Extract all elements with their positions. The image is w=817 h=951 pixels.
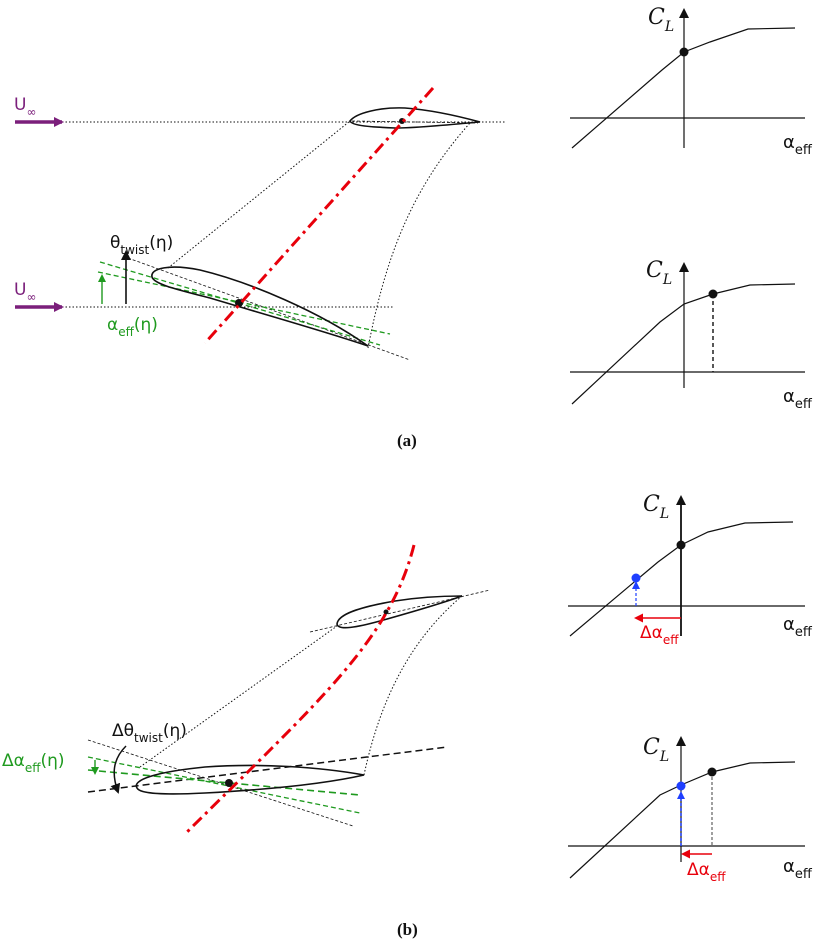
- cl-sub: L: [659, 506, 669, 522]
- reference-axis-line: [203, 87, 435, 344]
- panel-a-wing: U∞ U∞ θtwist(η) αeff(η): [14, 87, 505, 361]
- svg-text:θtwist(η): θtwist(η): [110, 233, 173, 257]
- lift-curve-icon: [571, 283, 796, 405]
- panel-b-wing: Δθtwist(η) Δαeff(η): [2, 544, 491, 834]
- delta-theta-sub: twist: [134, 731, 163, 745]
- theta-twist-arg: (η): [149, 233, 173, 253]
- delta-alpha-symbol: Δα: [2, 751, 25, 771]
- svg-text:αeff: αeff: [783, 386, 813, 412]
- svg-text:Δαeff: Δαeff: [687, 860, 726, 884]
- theta-twist-sub: twist: [120, 243, 149, 257]
- operating-point: [707, 767, 717, 777]
- cl-sub: L: [659, 749, 669, 765]
- axis-symbol: α: [783, 614, 795, 635]
- axis-sub: eff: [795, 143, 813, 158]
- svg-text:αeff: αeff: [783, 614, 813, 640]
- cl-sub: L: [664, 19, 674, 35]
- lift-curve-icon: [569, 761, 796, 879]
- axis-symbol: α: [783, 386, 795, 407]
- svg-text:αeff(η): αeff(η): [107, 315, 158, 339]
- lift-curve-a-tip: CL αeff: [570, 5, 813, 158]
- trailing-edge-line: [363, 595, 463, 776]
- u-inf-sub-tip: ∞: [26, 105, 36, 119]
- tip-airfoil-icon: [349, 107, 481, 129]
- leading-edge-line: [139, 625, 338, 768]
- axis-sub: eff: [795, 397, 813, 412]
- shifted-point: [676, 781, 686, 791]
- lift-curve-icon: [569, 521, 794, 637]
- cl-symbol: C: [646, 258, 663, 283]
- svg-text:Δθtwist(η): Δθtwist(η): [112, 721, 187, 745]
- svg-text:U∞: U∞: [14, 280, 36, 304]
- svg-text:αeff: αeff: [783, 132, 813, 158]
- delta-alpha-sub: eff: [25, 761, 41, 775]
- u-inf-sub-root: ∞: [26, 290, 36, 304]
- delta-alpha-arg: (η): [41, 751, 65, 771]
- svg-text:Δαeff: Δαeff: [640, 623, 679, 647]
- shift-symbol: Δα: [687, 860, 710, 880]
- shift-sub: eff: [663, 633, 679, 647]
- lift-curve-icon: [571, 27, 796, 149]
- u-inf-label-tip: U: [14, 95, 26, 115]
- root-airfoil-icon: [135, 764, 365, 795]
- delta-theta-symbol: Δθ: [112, 721, 134, 741]
- trailing-edge-line: [367, 122, 471, 349]
- lift-curve-b-tip: Δαeff CL αeff: [568, 492, 813, 647]
- shift-sub: eff: [710, 870, 726, 884]
- axis-sub: eff: [795, 867, 813, 882]
- leading-edge-line: [167, 120, 351, 269]
- svg-text:CL: CL: [643, 735, 669, 765]
- svg-text:αeff: αeff: [783, 856, 813, 882]
- delta-twist-arrow-icon: [110, 745, 127, 794]
- operating-point: [708, 289, 718, 299]
- root-airfoil-icon: [151, 266, 369, 347]
- cl-symbol: C: [643, 735, 660, 760]
- reference-axis-line: [185, 544, 416, 834]
- svg-text:CL: CL: [648, 5, 674, 35]
- theta-twist-symbol: θ: [110, 233, 120, 253]
- svg-text:CL: CL: [646, 258, 672, 288]
- axis-symbol: α: [783, 132, 795, 153]
- alpha-eff-symbol: α: [107, 315, 118, 335]
- tip-reference-point: [383, 609, 389, 615]
- shifted-point: [631, 573, 641, 583]
- shift-symbol: Δα: [640, 623, 663, 643]
- alpha-eff-sub: eff: [118, 325, 134, 339]
- svg-text:U∞: U∞: [14, 95, 36, 119]
- root-reference-point: [225, 779, 233, 787]
- axis-symbol: α: [783, 856, 795, 877]
- operating-point: [679, 47, 689, 57]
- u-inf-label-root: U: [14, 280, 26, 300]
- operating-point: [676, 540, 686, 550]
- delta-theta-arg: (η): [163, 721, 187, 741]
- lift-curve-a-root: CL αeff: [570, 258, 813, 412]
- svg-text:Δαeff(η): Δαeff(η): [2, 751, 65, 775]
- cl-symbol: C: [648, 5, 665, 30]
- svg-text:CL: CL: [643, 492, 669, 522]
- caption-a: (a): [397, 431, 417, 450]
- cl-sub: L: [662, 272, 672, 288]
- lift-curve-b-root: Δαeff CL αeff: [568, 735, 813, 884]
- caption-b: (b): [397, 920, 418, 939]
- alpha-eff-arg: (η): [134, 315, 158, 335]
- axis-sub: eff: [795, 625, 813, 640]
- cl-symbol: C: [643, 492, 660, 517]
